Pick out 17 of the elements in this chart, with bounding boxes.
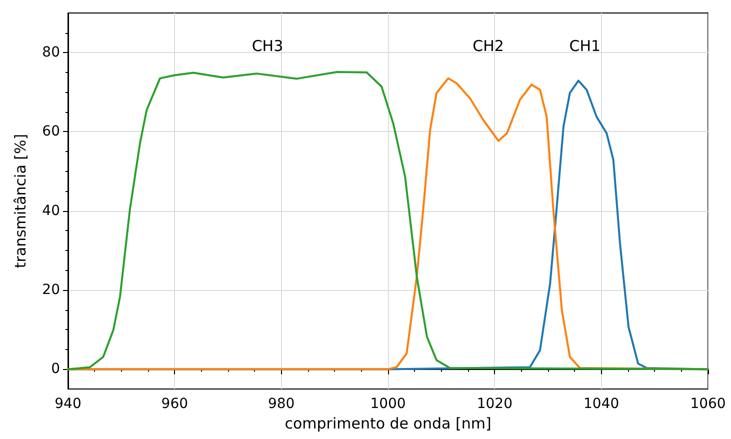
y-tick-label: 40 <box>42 202 60 219</box>
y-tick-label: 20 <box>42 282 60 298</box>
x-axis-title: comprimento de onda [nm] <box>284 414 492 432</box>
series-label: CH1 <box>569 37 601 55</box>
text: CH2 <box>472 37 504 55</box>
y-axis-title: transmitância [%] <box>12 134 30 268</box>
x-tick-label: 1060 <box>690 396 726 412</box>
y-tick-label: 60 <box>42 124 60 140</box>
x-tick-label: 980 <box>268 396 295 412</box>
series-label: CH3 <box>252 37 284 55</box>
x-tick-label: 940 <box>54 396 82 412</box>
x-tick-label: 960 <box>161 396 188 412</box>
x-tick-label: 1040 <box>584 396 620 412</box>
y-tick-label: 80 <box>42 44 60 61</box>
y-tick-label: 0 <box>51 361 60 378</box>
x-tick-label: 1000 <box>370 396 406 412</box>
x-tick-label: 1020 <box>476 396 512 412</box>
